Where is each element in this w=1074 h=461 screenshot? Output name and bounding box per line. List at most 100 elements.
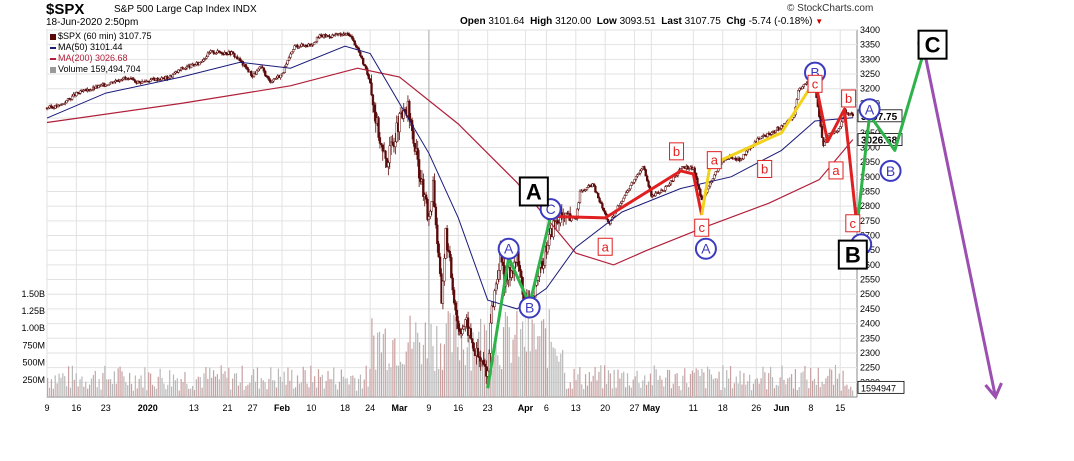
y-tick-label: 3350 <box>860 40 880 50</box>
x-tick-label: 23 <box>101 403 111 413</box>
volume-bar <box>508 327 510 397</box>
candle-body <box>198 62 201 66</box>
candle-body <box>438 256 442 274</box>
volume-bar <box>684 368 686 397</box>
volume-bar <box>523 346 526 397</box>
candle-body <box>252 72 256 77</box>
volume-bar <box>285 384 287 397</box>
volume-bar <box>556 355 558 397</box>
candle-body <box>518 265 521 272</box>
volume-bar <box>811 380 814 397</box>
candle-body <box>292 49 295 53</box>
volume-bar <box>64 376 66 397</box>
wave-circle-label: B <box>525 299 534 315</box>
volume-bar <box>121 371 123 397</box>
volume-bar <box>304 370 306 397</box>
subwave-box <box>807 74 823 93</box>
candle-body <box>546 245 549 253</box>
volume-bar <box>726 370 728 397</box>
candle-body <box>201 60 204 63</box>
volume-bar <box>392 340 394 397</box>
volume-bar <box>182 381 184 397</box>
volume-bar <box>518 356 520 397</box>
volume-bar <box>317 369 320 397</box>
volume-bar <box>827 375 829 397</box>
wave-line <box>922 50 997 398</box>
volume-bar <box>233 373 236 397</box>
volume-bar <box>430 323 432 397</box>
volume-bar <box>262 380 264 397</box>
volume-bar <box>728 378 730 397</box>
candle-body <box>395 122 398 142</box>
volume-bar <box>468 338 470 397</box>
candle-body <box>314 41 317 43</box>
candle-body <box>801 86 804 90</box>
volume-bar <box>838 373 840 397</box>
candle-body <box>461 328 464 335</box>
candle-body <box>839 126 842 130</box>
candle-body <box>606 218 610 223</box>
volume-bar <box>396 365 398 397</box>
candle-body <box>205 56 208 59</box>
candle-body <box>699 188 702 196</box>
subwave-box <box>845 214 861 233</box>
volume-bar <box>270 367 272 397</box>
wave-circle-label: A <box>504 241 514 257</box>
volume-bar <box>390 367 392 397</box>
volume-bar <box>573 368 575 397</box>
volume-bar <box>333 367 335 397</box>
candle-body <box>356 46 359 49</box>
volume-bar <box>127 385 129 397</box>
legend-ma200: MA(200) 3026.68 <box>50 53 152 64</box>
volume-bar <box>802 371 804 397</box>
y-tick-label: 2600 <box>860 260 880 270</box>
low-label: Low <box>596 16 617 27</box>
volume-bar <box>73 379 75 397</box>
candle-body <box>520 270 523 278</box>
volume-bar <box>499 365 501 397</box>
volume-bar <box>583 389 585 397</box>
candle-body <box>489 322 492 354</box>
volume-bar <box>312 382 314 397</box>
volume-bar <box>777 385 779 397</box>
wave-circle-label: A <box>701 241 711 257</box>
volume-bar <box>134 375 136 397</box>
volume-bar <box>188 388 190 397</box>
candle-body <box>595 191 598 194</box>
candle-body <box>132 78 135 81</box>
volume-bar <box>159 368 161 397</box>
candle-body <box>194 64 197 67</box>
candle-body <box>476 347 480 357</box>
volume-bar <box>380 352 383 397</box>
x-tick-label: 18 <box>718 403 728 413</box>
candle-body <box>178 69 182 72</box>
open-value: 3101.64 <box>488 16 525 27</box>
volume-bar <box>170 386 173 397</box>
candle-body <box>380 143 383 146</box>
volume-bar <box>224 371 226 397</box>
candle-body <box>65 100 68 104</box>
chg-value: -5.74 (-0.18%) <box>748 16 813 27</box>
candle-body <box>659 189 663 193</box>
volume-bar <box>417 332 419 397</box>
candle-body <box>250 71 253 76</box>
candle-body <box>707 185 710 190</box>
candle-body <box>275 77 278 80</box>
candle-body <box>443 258 446 282</box>
candle-body <box>364 65 368 69</box>
volume-tick-label: 500M <box>22 358 45 368</box>
candle-body <box>851 113 854 117</box>
wave-line <box>813 79 859 227</box>
candle-body <box>647 180 650 187</box>
candle-body <box>285 63 288 67</box>
volume-bar <box>695 368 697 397</box>
candle-body <box>457 320 460 329</box>
subwave-box <box>694 218 710 237</box>
volume-bar <box>474 355 476 397</box>
x-tick-label: 27 <box>630 403 640 413</box>
volume-bar <box>109 379 112 397</box>
candle-body <box>646 175 649 182</box>
candle-body <box>290 51 293 55</box>
candle-body <box>138 80 141 83</box>
candle-body <box>448 251 452 258</box>
